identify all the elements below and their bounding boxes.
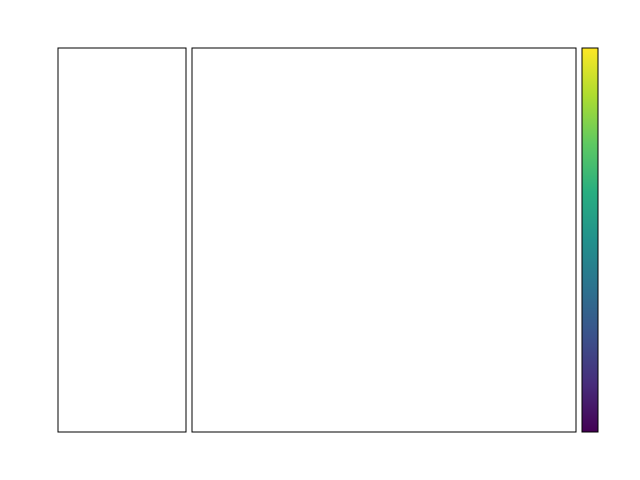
dendrogram-panel [57, 47, 187, 433]
colorbar [581, 47, 599, 433]
colorbar-gradient [581, 47, 599, 433]
dendrogram-frame [57, 47, 187, 433]
heatmap-panel [191, 47, 577, 433]
heatmap-frame [191, 47, 577, 433]
